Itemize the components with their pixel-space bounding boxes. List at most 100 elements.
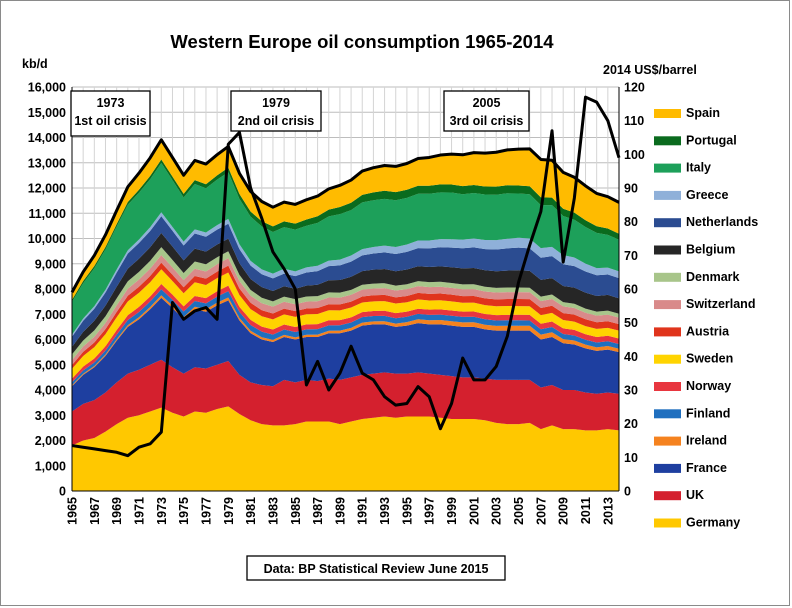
legend-item-switzerland: Switzerland xyxy=(654,297,755,311)
legend-label: Portugal xyxy=(686,133,737,147)
x-tick-label: 2001 xyxy=(467,497,481,525)
legend-label: Switzerland xyxy=(686,297,755,311)
x-axis-tick-labels: 1965 1967 1969 1971 1973 1975 1977 1979 1981 1983… xyxy=(66,497,616,525)
left-tick-label: 4,000 xyxy=(35,384,66,398)
legend-swatch xyxy=(654,136,681,146)
legend-item-norway: Norway xyxy=(654,379,731,393)
left-tick-label: 7,000 xyxy=(35,308,66,322)
annotation-year: 1979 xyxy=(262,96,290,110)
right-tick-label: 120 xyxy=(624,81,645,95)
annotation-year: 2005 xyxy=(473,96,501,110)
x-tick-label: 1987 xyxy=(311,497,325,525)
left-tick-label: 0 xyxy=(59,485,66,499)
legend-item-greece: Greece xyxy=(654,188,728,202)
left-tick-label: 1,000 xyxy=(35,459,66,473)
right-axis-unit: 2014 US$/barrel xyxy=(603,63,697,77)
left-tick-label: 10,000 xyxy=(28,232,66,246)
x-tick-label: 1969 xyxy=(110,497,124,525)
legend-label: Germany xyxy=(686,516,740,530)
legend-label: Greece xyxy=(686,188,728,202)
left-tick-label: 6,000 xyxy=(35,333,66,347)
left-axis-tick-labels: 0 1,000 2,000 3,000 4,000 5,000 6,000 7,000 8,00… xyxy=(28,81,66,499)
right-tick-label: 40 xyxy=(624,350,638,364)
annotation-box xyxy=(70,90,151,137)
chart-title: Western Europe oil consumption 1965-2014 xyxy=(170,31,554,52)
annotation-year: 1973 xyxy=(97,96,125,110)
legend-label: Denmark xyxy=(686,270,740,284)
right-axis-tick-labels: 0 10 20 30 40 50 60 70 80 90 100 110 120 xyxy=(624,81,645,499)
legend-swatch xyxy=(654,245,681,255)
area-italy xyxy=(72,163,619,335)
right-tick-label: 110 xyxy=(624,114,644,128)
legend: Spain Portugal Italy Greece Netherlands Belgi… xyxy=(654,106,758,530)
right-tick-label: 60 xyxy=(624,283,638,297)
x-tick-label: 1993 xyxy=(378,497,392,525)
x-tick-label: 1977 xyxy=(199,497,213,525)
x-tick-label: 1999 xyxy=(445,497,459,525)
annotation-label: 1st oil crisis xyxy=(74,114,146,128)
legend-item-germany: Germany xyxy=(654,516,740,530)
x-tick-label: 1985 xyxy=(289,497,303,525)
annotation-box xyxy=(230,90,322,132)
area-france xyxy=(72,297,619,412)
right-tick-label: 30 xyxy=(624,384,638,398)
total-outline xyxy=(70,138,620,294)
x-tick-label: 1967 xyxy=(88,497,102,525)
legend-item-denmark: Denmark xyxy=(654,270,740,284)
left-tick-label: 5,000 xyxy=(35,358,66,372)
oil-crisis-annotations: 1973 1st oil crisis 1979 2nd oil crisis 2005… xyxy=(70,90,530,137)
left-tick-label: 14,000 xyxy=(28,131,66,145)
left-tick-label: 12,000 xyxy=(28,182,66,196)
legend-label: Finland xyxy=(686,406,730,420)
x-tick-label: 2011 xyxy=(579,497,593,524)
x-tick-label: 2005 xyxy=(512,497,526,525)
x-tick-label: 1997 xyxy=(423,497,437,525)
legend-label: Belgium xyxy=(686,243,735,257)
x-tick-label: 1989 xyxy=(333,497,347,525)
right-tick-label: 80 xyxy=(624,215,638,229)
legend-label: Norway xyxy=(686,379,731,393)
legend-swatch xyxy=(654,354,681,364)
x-tick-label: 1991 xyxy=(356,497,370,525)
legend-label: UK xyxy=(686,488,704,502)
left-axis-unit: kb/d xyxy=(22,57,48,71)
annotation-1973: 1973 1st oil crisis xyxy=(70,90,151,137)
legend-label: Italy xyxy=(686,161,711,175)
legend-item-sweden: Sweden xyxy=(654,352,733,366)
legend-swatch xyxy=(654,518,681,528)
left-tick-label: 8,000 xyxy=(35,283,66,297)
total-consumption-line xyxy=(70,138,620,294)
legend-swatch xyxy=(654,109,681,118)
legend-swatch xyxy=(654,300,681,310)
area-netherlands xyxy=(72,216,619,347)
legend-swatch xyxy=(654,163,681,173)
source-box xyxy=(246,555,506,581)
right-tick-label: 100 xyxy=(624,148,645,162)
left-tick-label: 2,000 xyxy=(35,434,66,448)
x-tick-label: 1971 xyxy=(132,497,146,525)
area-spain xyxy=(72,139,619,300)
right-tick-label: 0 xyxy=(624,485,631,499)
source-text: Data: BP Statistical Review June 2015 xyxy=(264,562,489,576)
annotation-label: 2nd oil crisis xyxy=(238,114,314,128)
legend-label: Austria xyxy=(686,324,730,338)
legend-item-italy: Italy xyxy=(654,161,711,175)
legend-swatch xyxy=(654,190,681,200)
x-tick-label: 1973 xyxy=(155,497,169,525)
legend-label: Sweden xyxy=(686,352,733,366)
legend-item-belgium: Belgium xyxy=(654,243,735,257)
legend-swatch xyxy=(654,409,681,419)
left-tick-label: 15,000 xyxy=(28,106,66,120)
x-tick-label: 2007 xyxy=(534,497,548,525)
axes xyxy=(71,87,620,492)
x-tick-label: 1983 xyxy=(266,497,280,525)
legend-swatch xyxy=(654,382,681,391)
right-tick-label: 10 xyxy=(624,451,638,465)
area-greece xyxy=(72,212,619,337)
left-tick-label: 3,000 xyxy=(35,409,66,423)
right-tick-label: 20 xyxy=(624,417,638,431)
source-note: Data: BP Statistical Review June 2015 xyxy=(246,555,506,581)
legend-swatch xyxy=(654,491,681,501)
legend-label: Netherlands xyxy=(686,215,758,229)
left-tick-label: 16,000 xyxy=(28,81,66,95)
